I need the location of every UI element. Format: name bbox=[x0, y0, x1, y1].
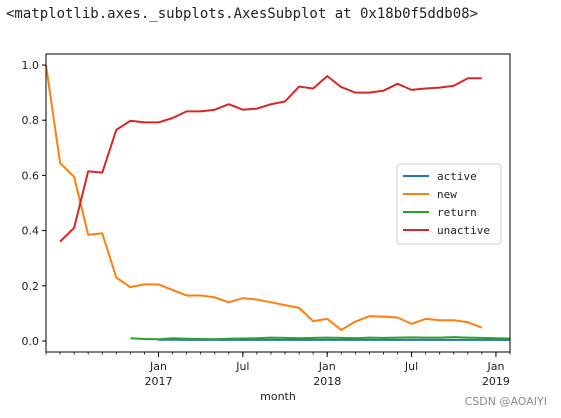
legend-label-unactive: unactive bbox=[437, 224, 490, 237]
watermark: CSDN @AOAIYI bbox=[464, 395, 547, 408]
y-tick-label: 0.6 bbox=[22, 169, 40, 182]
legend-label-return: return bbox=[437, 206, 477, 219]
legend-box bbox=[396, 163, 502, 245]
repr-output: <matplotlib.axes._subplots.AxesSubplot a… bbox=[6, 6, 479, 22]
series-line-return bbox=[130, 336, 511, 341]
series-layer bbox=[45, 64, 511, 341]
x-tick-label: Jan bbox=[149, 360, 167, 373]
x-tick-label: Jan bbox=[486, 360, 504, 373]
legend-label-new: new bbox=[437, 188, 457, 201]
series-line-unactive bbox=[59, 75, 482, 243]
x-tick-year-label: 2019 bbox=[482, 375, 510, 388]
y-tick-label: 0.2 bbox=[22, 280, 40, 293]
x-tick-label: Jul bbox=[404, 360, 418, 373]
plot-frame bbox=[45, 53, 511, 353]
y-tick-label: 0.0 bbox=[22, 335, 40, 348]
x-tick-label: Jan bbox=[318, 360, 336, 373]
ticks-layer: 0.0 0.2 0.4 0.6 0.8 1.0 Jan 2017 Jul Jan 2018 Jul Ja… bbox=[22, 59, 511, 388]
y-tick-label: 1.0 bbox=[22, 59, 40, 72]
x-tick-year-label: 2017 bbox=[144, 375, 172, 388]
x-tick-year-label: 2018 bbox=[313, 375, 341, 388]
series-line-new bbox=[45, 64, 483, 331]
x-tick-label: Jul bbox=[235, 360, 249, 373]
x-axis-label: month bbox=[260, 390, 296, 403]
y-tick-label: 0.8 bbox=[22, 114, 40, 127]
legend: active new return unactive bbox=[396, 163, 502, 245]
legend-label-active: active bbox=[437, 170, 477, 183]
y-tick-label: 0.4 bbox=[22, 225, 40, 238]
